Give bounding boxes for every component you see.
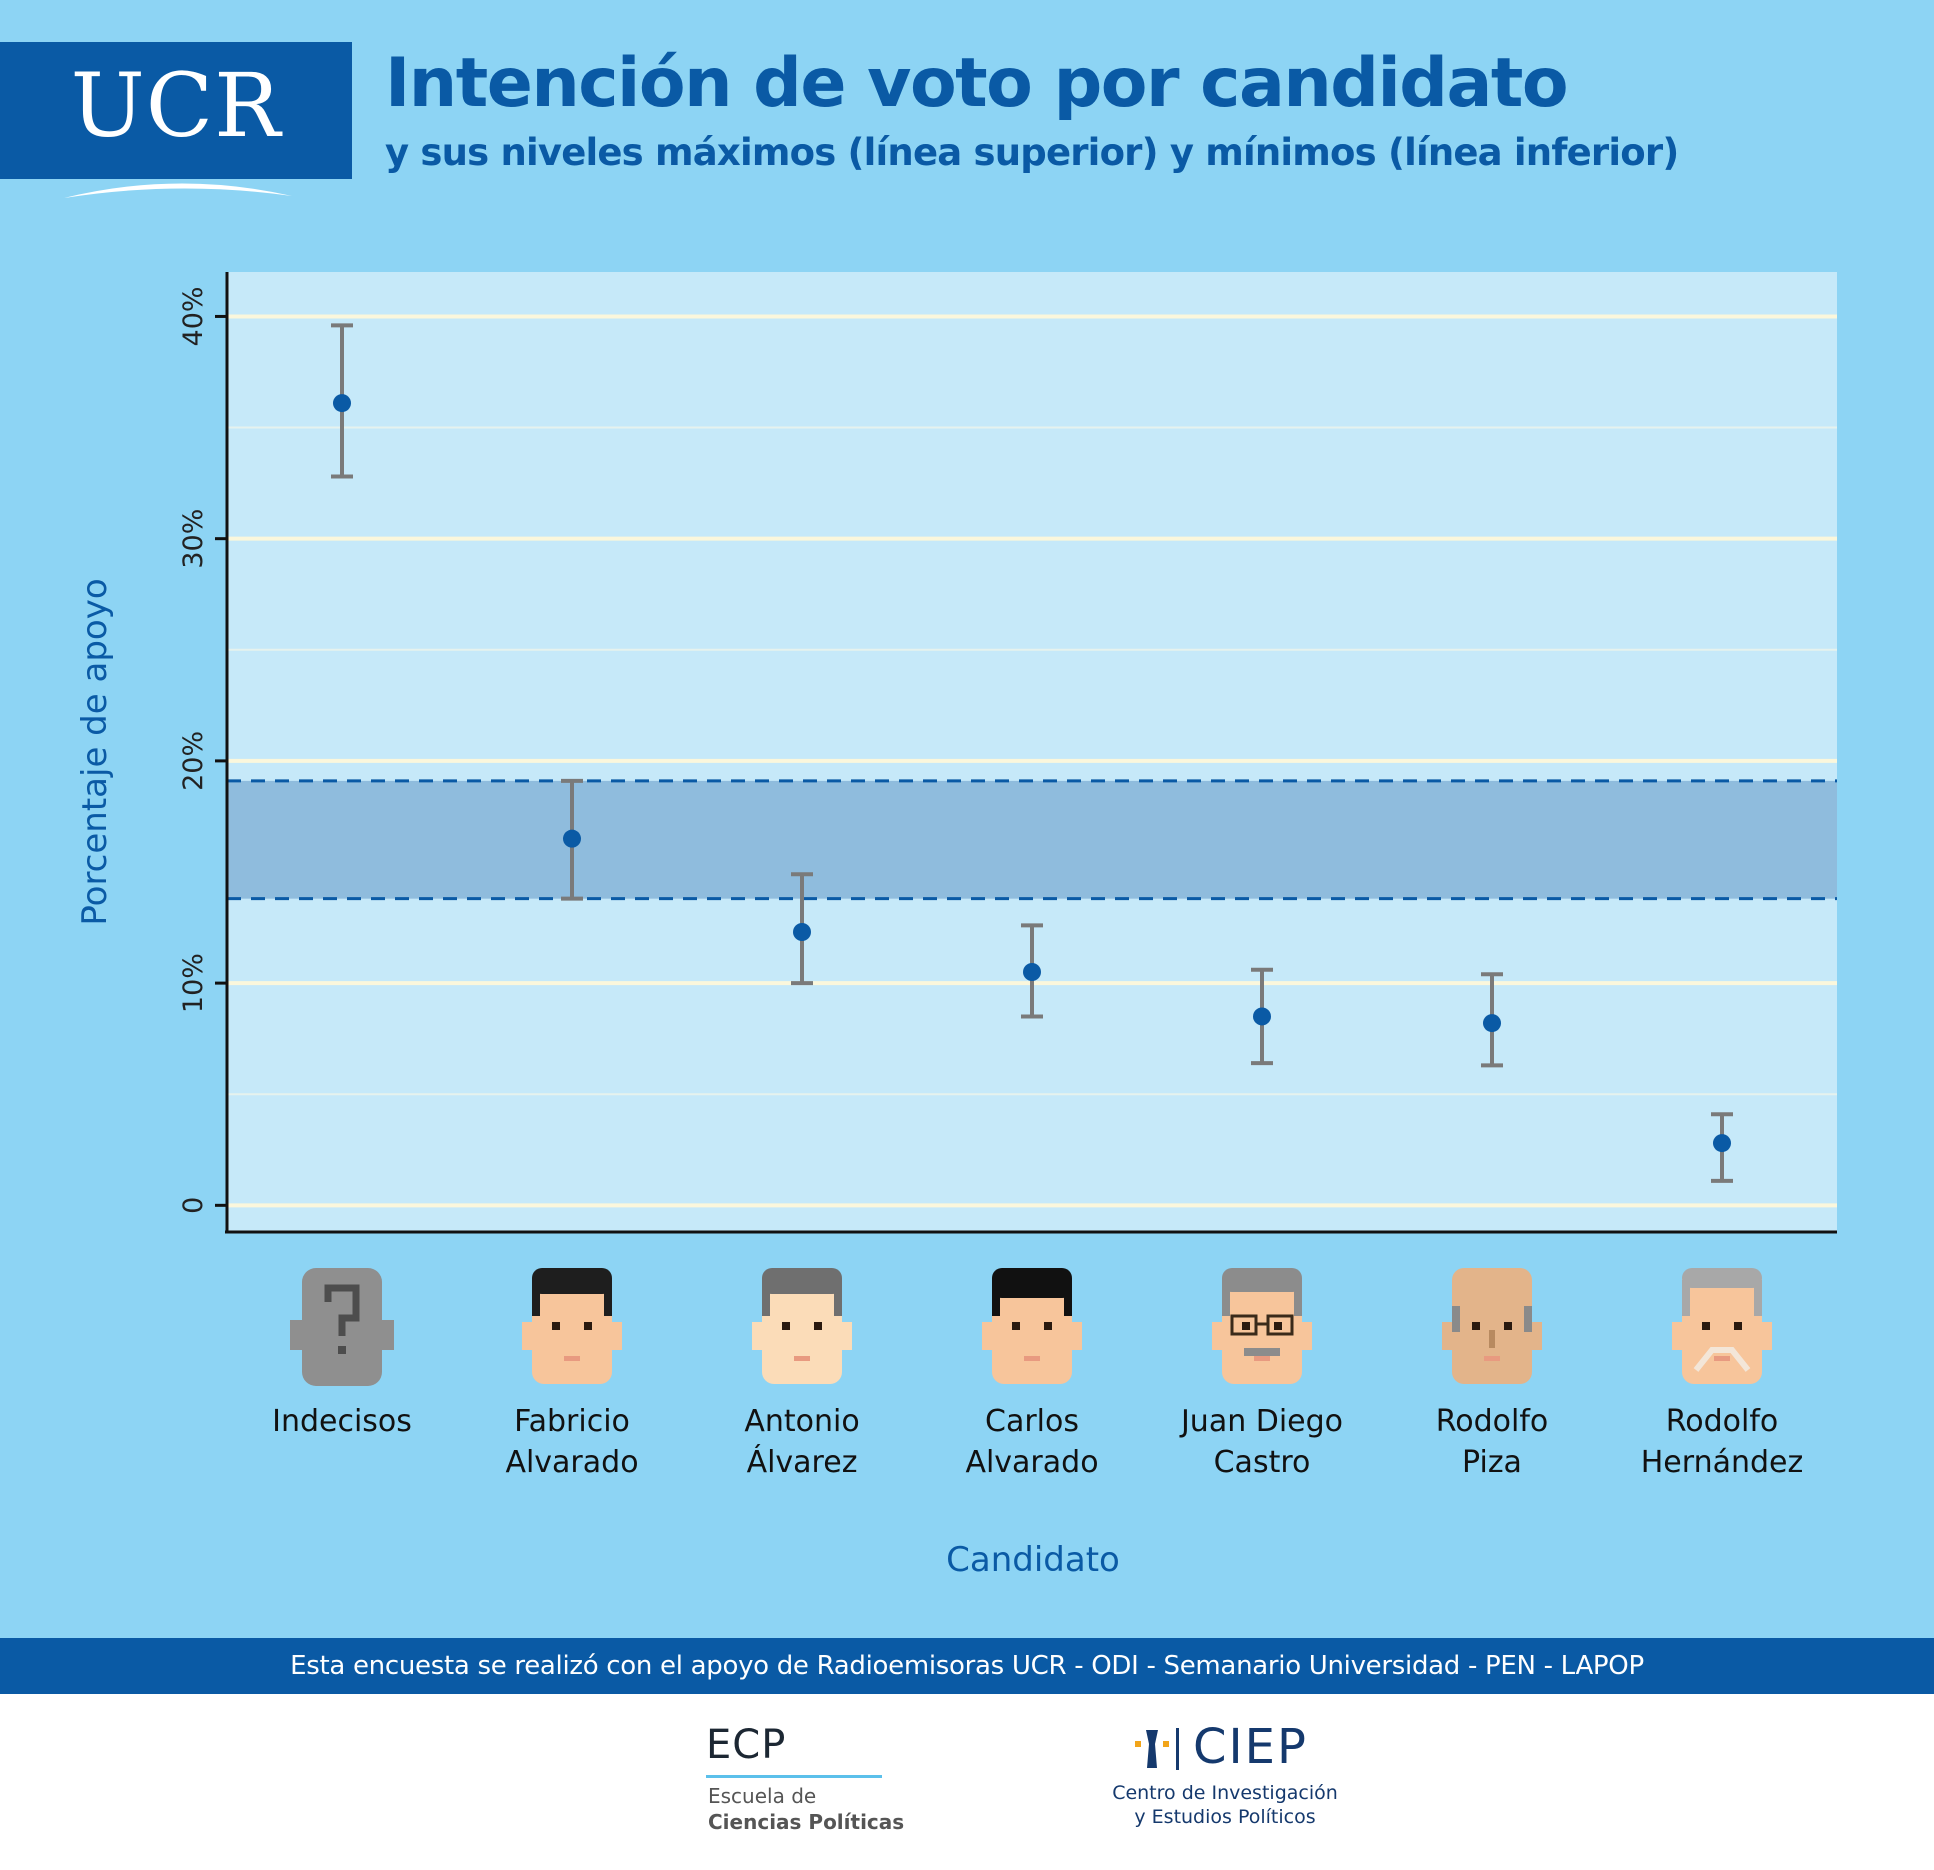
y-ticks: 0 10% 20% 30% 40% — [178, 286, 227, 1214]
candidate-label-line2: Álvarez — [747, 1444, 858, 1480]
logos-panel — [0, 1694, 1934, 1870]
data-point — [1023, 963, 1041, 981]
candidate-label-line1: Carlos — [985, 1404, 1079, 1439]
chart: 0 10% 20% 30% 40% Indecisos Fabricio Alvarado A… — [75, 272, 1837, 1580]
y-tick-label: 20% — [178, 731, 209, 791]
antonio-alvarez-face-icon — [752, 1268, 852, 1384]
candidate-label-line1: Indecisos — [272, 1404, 412, 1439]
question-mark-head-icon — [290, 1268, 394, 1386]
y-tick-label: 40% — [178, 286, 209, 346]
candidate-label-line1: Fabricio — [514, 1404, 630, 1439]
y-tick-label: 30% — [178, 509, 209, 569]
data-point — [563, 829, 581, 848]
candidate-label-line2: Castro — [1214, 1445, 1311, 1480]
candidate-label-line2: Hernández — [1641, 1445, 1803, 1480]
ciep-logo-line1: Centro de Investigación — [1112, 1782, 1338, 1804]
ecp-logo-rule — [706, 1775, 882, 1778]
candidate-label-line2: Piza — [1462, 1445, 1522, 1480]
reference-band — [227, 780, 1837, 899]
juan-diego-castro-face-icon — [1212, 1268, 1312, 1384]
carlos-alvarado-face-icon — [982, 1268, 1082, 1384]
y-tick-label: 10% — [178, 953, 209, 1013]
ecp-logo-line1: Escuela de — [708, 1784, 817, 1808]
page-title: Intención de voto por candidato — [385, 44, 1569, 123]
fabricio-alvarado-face-icon — [522, 1268, 622, 1384]
rodolfo-hernandez-face-icon — [1672, 1268, 1772, 1384]
data-point — [333, 394, 351, 413]
x-axis-title: Candidato — [946, 1540, 1120, 1580]
data-point — [1713, 1134, 1731, 1153]
rodolfo-piza-face-icon — [1442, 1268, 1542, 1384]
data-point — [793, 923, 811, 941]
data-point — [1483, 1014, 1501, 1033]
y-axis-title: Porcentaje de apoyo — [75, 578, 115, 925]
ecp-logo-acronym: ECP — [706, 1722, 787, 1768]
data-points — [333, 394, 1731, 1153]
y-tick-label: 0 — [178, 1197, 209, 1214]
ucr-swoosh-icon — [64, 183, 292, 198]
x-tick-labels: Indecisos Fabricio Alvarado Antonio Álvarez C… — [272, 1404, 1803, 1480]
candidate-label-line1: Rodolfo — [1666, 1404, 1779, 1439]
candidate-label-line1: Rodolfo — [1436, 1404, 1549, 1439]
candidate-icons — [290, 1268, 1772, 1386]
candidate-label-line2: Alvarado — [505, 1445, 638, 1480]
ucr-logo-text: UCR — [70, 54, 282, 157]
ciep-logo-line2: y Estudios Políticos — [1134, 1806, 1316, 1828]
plot-background — [227, 272, 1837, 1232]
ucr-logo: UCR — [0, 42, 352, 198]
candidate-label-line1: Juan Diego — [1179, 1404, 1343, 1439]
page-subtitle: y sus niveles máximos (línea superior) y… — [385, 131, 1679, 174]
sponsors-footer: Esta encuesta se realizó con el apoyo de… — [0, 1638, 1934, 1694]
candidate-label-line1: Antonio — [744, 1404, 859, 1439]
ecp-logo-line2: Ciencias Políticas — [708, 1810, 905, 1834]
ciep-logo-acronym: CIEP — [1193, 1719, 1308, 1775]
ciep-logo-icon — [1135, 1728, 1179, 1770]
candidate-label-line2: Alvarado — [965, 1445, 1098, 1480]
data-point — [1253, 1007, 1271, 1026]
